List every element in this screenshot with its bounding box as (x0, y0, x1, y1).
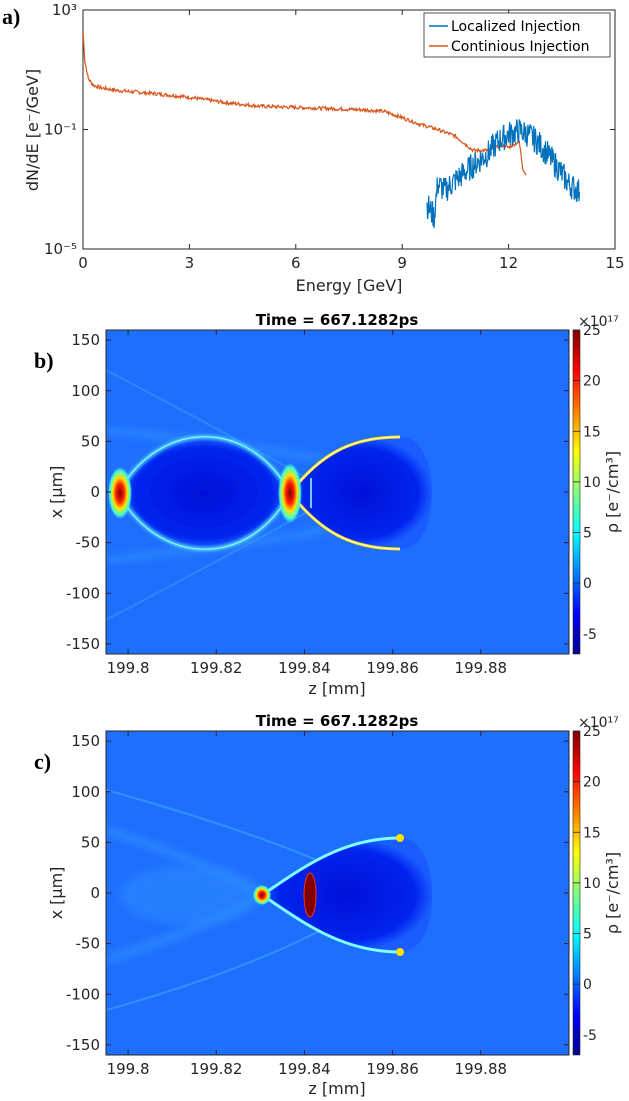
c-ytick-label: -50 (76, 935, 101, 953)
c-xtick-label: 199.84 (278, 1060, 331, 1078)
c-colorbar-tick-label: -5 (583, 1028, 597, 1044)
series-line-localized-injection (426, 119, 581, 229)
b-colorbar-tick-label: 20 (583, 374, 601, 390)
density-spike-center-b (278, 463, 302, 523)
heatmap-b (106, 330, 569, 654)
c-xtick-label: 199.86 (366, 1060, 419, 1078)
b-xtick-label: 199.8 (107, 659, 150, 677)
c-xtick-label: 199.88 (455, 1060, 508, 1078)
legend-label-continuous: Continious Injection (451, 39, 590, 55)
y-axis-label-a: dN/dE [e⁻/GeV] (23, 69, 42, 191)
c-colorbar-tick-label: 25 (583, 724, 601, 740)
b-xtick-label: 199.82 (190, 659, 243, 677)
c-ytick-label: 100 (71, 783, 100, 801)
b-ytick-label: 50 (81, 432, 100, 450)
b-ytick-label: 150 (71, 331, 100, 349)
b-ytick-label: -50 (76, 534, 101, 552)
panel-a: a) 0 3 6 9 12 15 10⁻⁵ 10⁻¹ 10³ Energy [GeV] dN/… (2, 1, 625, 295)
legend-a: Localized Injection Continious Injection (423, 12, 611, 58)
b-colorbar-tick-label: 15 (583, 424, 601, 440)
a-ytick-label: 10⁻¹ (44, 121, 77, 139)
colorbar-exponent-c: ×10¹⁷ (578, 715, 619, 731)
b-xtick-label: 199.84 (278, 659, 331, 677)
x-axis-label-c: z [mm] (308, 1079, 365, 1098)
title-b: Time = 667.1282ps (256, 311, 419, 329)
c-ytick-label: -100 (66, 985, 100, 1003)
a-xtick-label: 9 (397, 254, 407, 272)
a-xtick-label: 6 (291, 254, 301, 272)
c-ytick-label: -150 (66, 1036, 100, 1054)
x-axis-b: 199.8 199.82 199.84 199.86 199.88 (107, 330, 507, 677)
b-ytick-label: 0 (90, 483, 100, 501)
b-xtick-label: 199.86 (366, 659, 419, 677)
x-axis-label-a: Energy [GeV] (296, 276, 403, 295)
c-colorbar-tick-label: 20 (583, 775, 601, 791)
b-ytick-label: -100 (66, 584, 100, 602)
a-xtick-label: 3 (185, 254, 195, 272)
y-axis-b: 150 100 50 0 -50 -100 -150 (66, 331, 569, 653)
a-xtick-label: 12 (499, 254, 518, 272)
colorbar-ticks-b: 25 20 15 10 5 0 -5 (573, 323, 601, 643)
y-axis-a: 10⁻⁵ 10⁻¹ 10³ (44, 1, 615, 258)
c-ytick-label: 0 (90, 884, 100, 902)
a-ytick-label: 10⁻⁵ (44, 240, 77, 258)
title-c: Time = 667.1282ps (256, 712, 419, 730)
c-xtick-label: 199.8 (107, 1060, 150, 1078)
colorbar-label-c: ρ [e⁻/cm³] (603, 852, 622, 934)
b-xtick-label: 199.88 (455, 659, 508, 677)
x-axis-c: 199.8 199.82 199.84 199.86 199.88 (107, 731, 507, 1078)
c-colorbar-tick-label: 5 (583, 927, 592, 943)
bubble-c (262, 838, 432, 952)
y-axis-label-c: x [μm] (47, 867, 66, 920)
y-axis-c: 150 100 50 0 -50 -100 -150 (66, 732, 569, 1054)
a-xtick-label: 0 (78, 254, 88, 272)
series-line-continious-injection (83, 30, 527, 176)
c-ytick-label: 150 (71, 732, 100, 750)
b-colorbar-tick-label: -5 (583, 627, 597, 643)
x-axis-label-b: z [mm] (308, 679, 365, 698)
c-colorbar-tick-label: 10 (583, 876, 601, 892)
colorbar-b (572, 329, 581, 655)
x-axis-a: 0 3 6 9 12 15 (78, 10, 625, 272)
bubble-2-b (290, 437, 432, 549)
b-colorbar-tick-label: 25 (583, 323, 601, 339)
panel-b: b) Time = 667.1282ps 199.8 199.82 199.84 19… (34, 311, 622, 698)
y-axis-label-b: x [μm] (47, 466, 66, 519)
a-xtick-label: 15 (605, 254, 624, 272)
legend-box (423, 12, 611, 58)
a-ytick-label: 10³ (52, 1, 77, 19)
b-ytick-label: -150 (66, 635, 100, 653)
panel-c: c) Time = 667.1282ps 199.8 199.82 199.84 19… (34, 712, 622, 1098)
panel-label-b: b) (34, 348, 54, 373)
c-ytick-label: 50 (81, 833, 100, 851)
density-spike-left-b (108, 467, 132, 519)
c-xtick-label: 199.82 (190, 1060, 243, 1078)
colorbar-label-b: ρ [e⁻/cm³] (603, 451, 622, 533)
panel-label-c: c) (34, 749, 51, 774)
colorbar-ticks-c: 25 20 15 10 5 0 -5 (573, 724, 601, 1044)
heatmap-c (106, 731, 569, 1055)
colorbar-exponent-b: ×10¹⁷ (578, 314, 619, 330)
b-colorbar-tick-label: 10 (583, 475, 601, 491)
b-colorbar-tick-label: 0 (583, 576, 592, 592)
b-ytick-label: 100 (71, 382, 100, 400)
c-colorbar-tick-label: 0 (583, 977, 592, 993)
c-colorbar-tick-label: 15 (583, 825, 601, 841)
density-spike-left-c (253, 885, 271, 905)
panel-label-a: a) (2, 4, 20, 29)
legend-label-localized: Localized Injection (451, 19, 581, 35)
b-colorbar-tick-label: 5 (583, 526, 592, 542)
colorbar-c (572, 730, 581, 1056)
density-spike-center-c (303, 872, 317, 918)
